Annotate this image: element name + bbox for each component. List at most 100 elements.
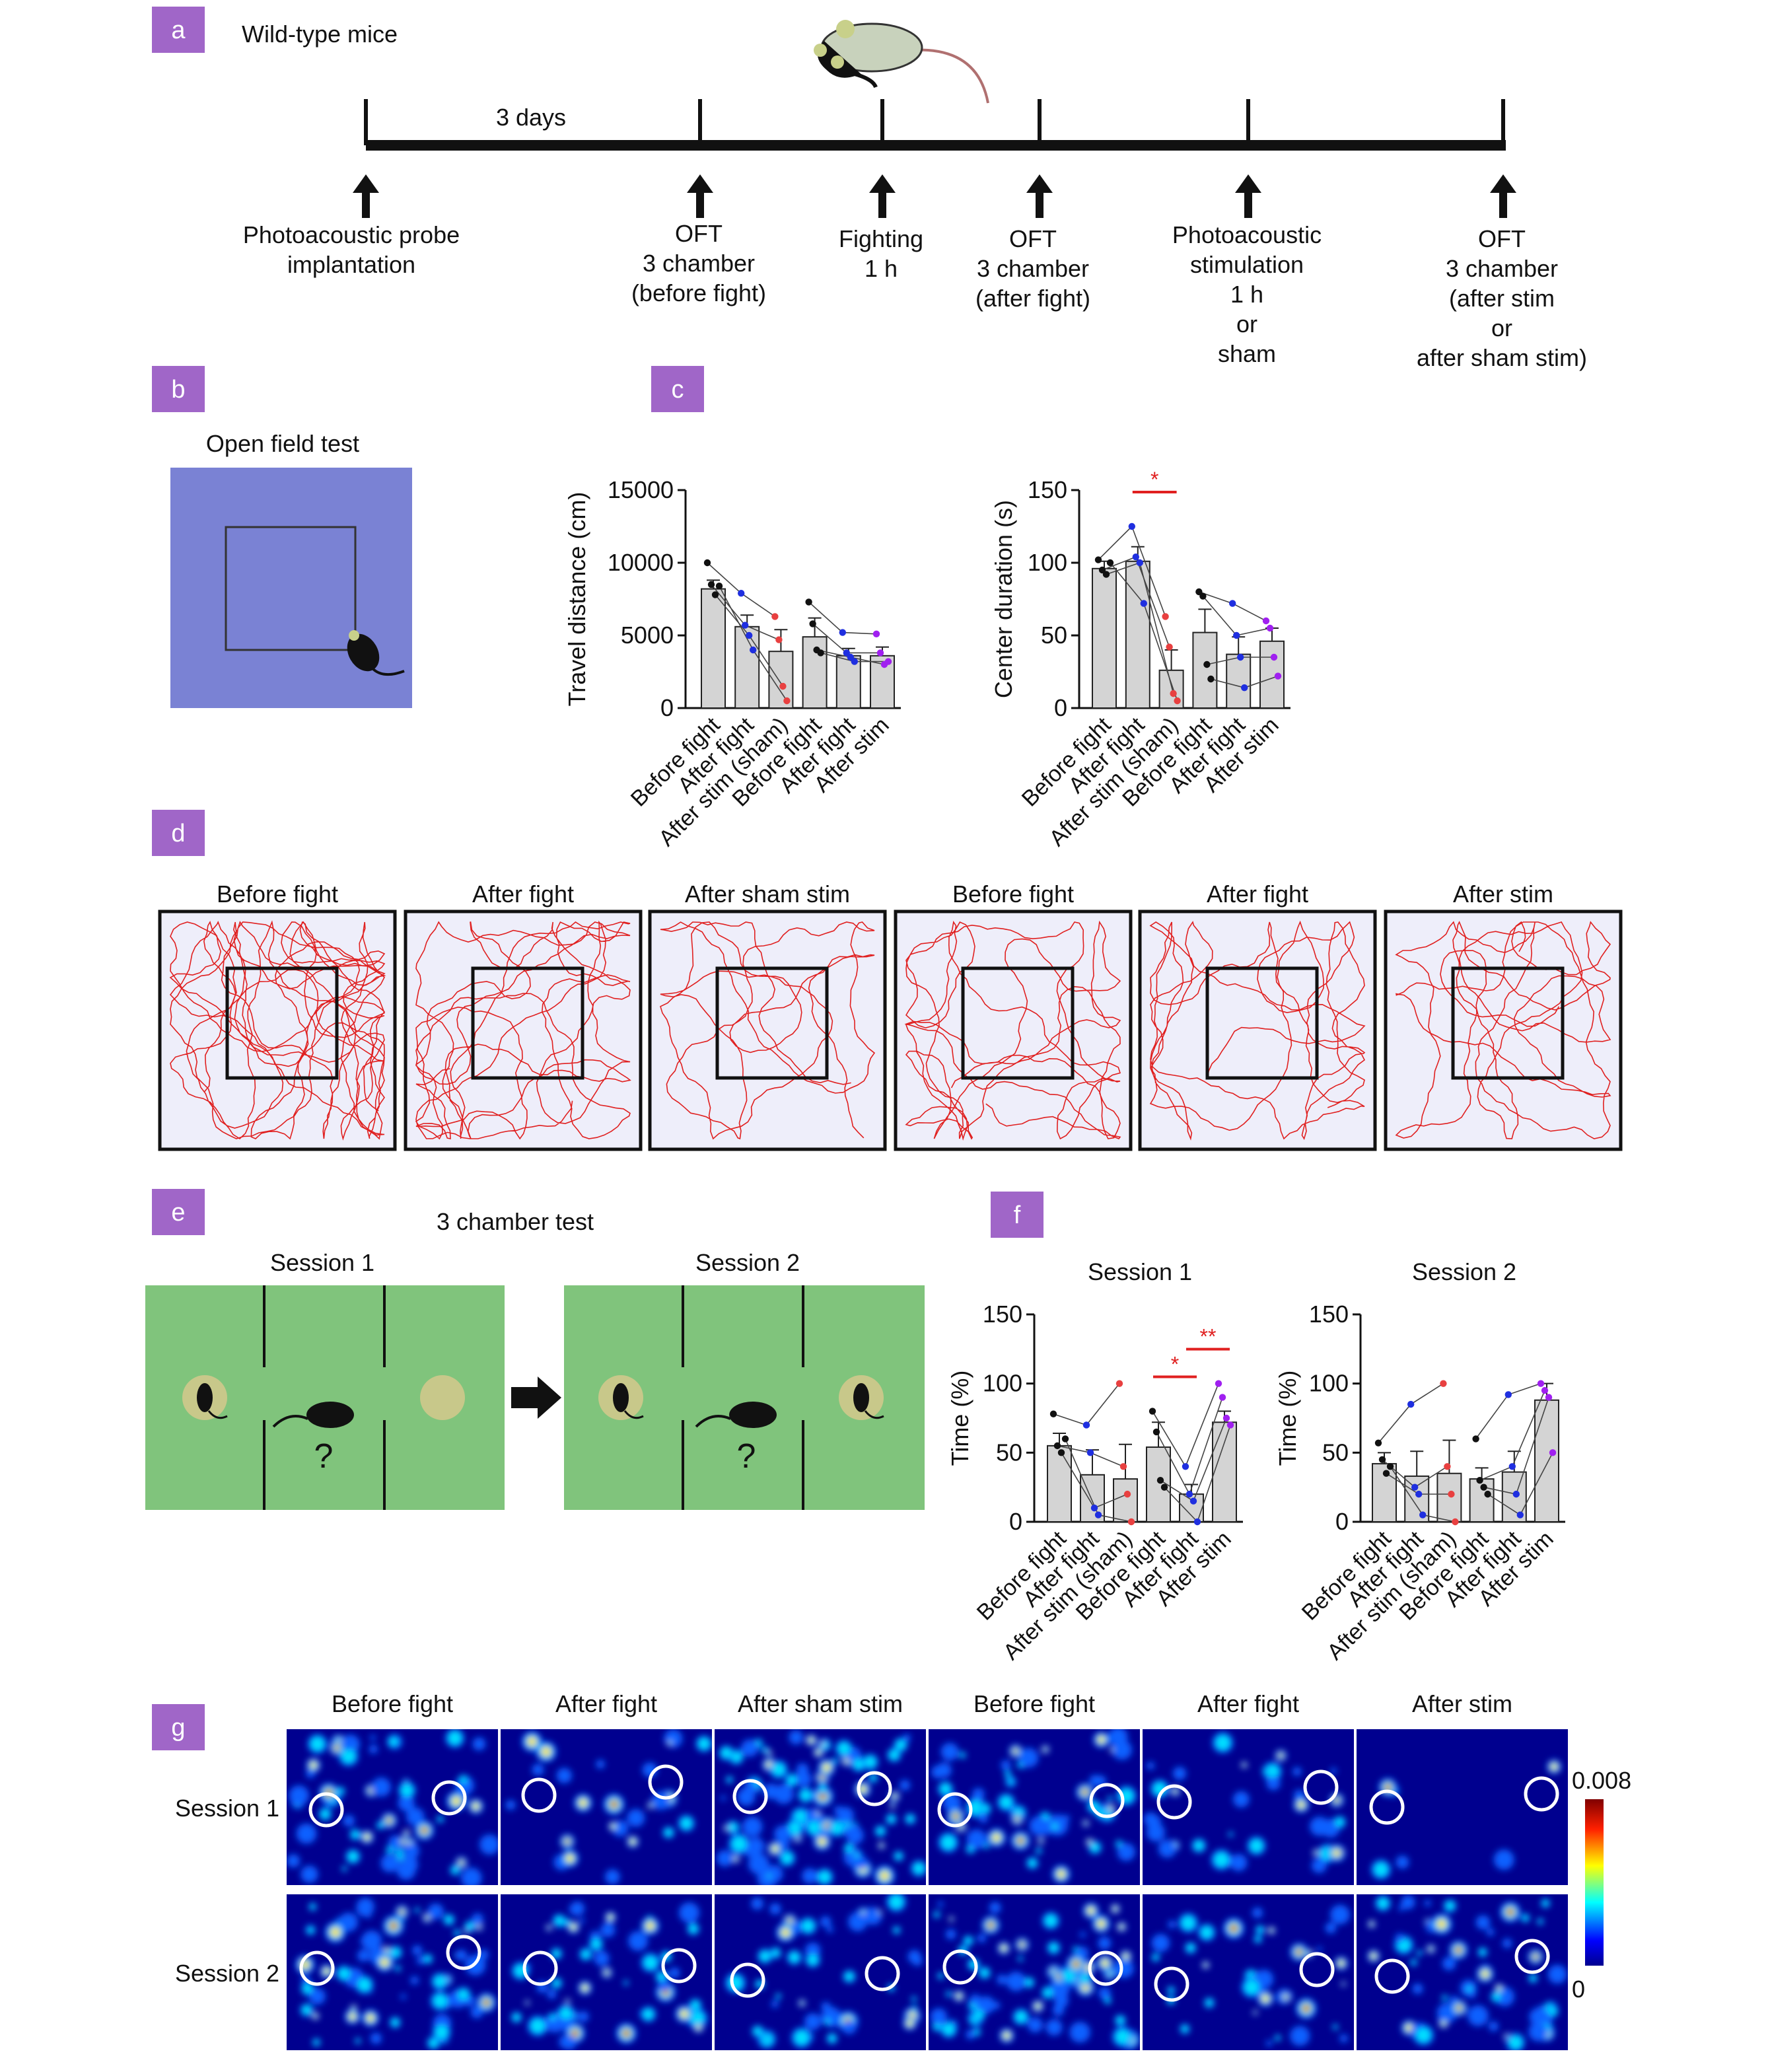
unknown-mark: ?	[737, 1437, 756, 1476]
heat-blob	[1027, 2017, 1043, 2033]
heat-blob	[530, 2018, 545, 2034]
heat-blob	[1412, 1983, 1423, 1994]
data-point	[1061, 1435, 1069, 1443]
heat-blob	[349, 2013, 356, 2020]
heat-blob	[356, 1898, 374, 1916]
heat-blob	[347, 1851, 359, 1862]
pair-line	[1065, 1439, 1099, 1515]
heat-blob	[1441, 2021, 1446, 2026]
heat-blob	[903, 1734, 911, 1742]
y-tick-label: 5000	[621, 622, 674, 649]
center-zone	[471, 966, 584, 1080]
heat-blob	[338, 1968, 350, 1980]
heat-blob	[1252, 1907, 1263, 1919]
heat-blob	[1401, 1895, 1415, 1910]
bar	[1192, 631, 1218, 709]
heat-blob	[460, 1775, 468, 1783]
heat-blob	[1416, 2028, 1431, 2043]
heat-blob	[820, 1742, 824, 1746]
heat-blob	[313, 2039, 320, 2046]
data-point	[1106, 559, 1114, 567]
heat-blob	[1475, 1915, 1491, 1930]
heat-blob	[581, 1984, 588, 1991]
timeline-step-text: implantation	[287, 251, 415, 278]
timeline-arrow	[1026, 174, 1053, 218]
heat-blob	[1265, 2040, 1273, 2047]
heat-blob	[999, 1796, 1012, 1809]
pair-line	[1143, 603, 1178, 701]
mouse	[729, 1402, 777, 1428]
heat-blob	[605, 1970, 609, 1974]
heat-blob	[565, 1854, 574, 1863]
pair-line	[1061, 1452, 1095, 1509]
heat-blob	[342, 1867, 347, 1871]
pair-line	[1211, 678, 1245, 688]
center-zone	[1451, 966, 1565, 1080]
heat-blob	[456, 1949, 468, 1961]
heat-blob	[848, 1912, 868, 1932]
data-point	[742, 622, 749, 629]
heatmap-blobs	[716, 1730, 926, 1885]
heat-blob	[1330, 1768, 1337, 1774]
stimulus-cup	[1524, 1776, 1559, 1812]
pair-line	[744, 624, 779, 641]
heat-blob	[466, 1922, 474, 1931]
heat-blob	[1098, 1736, 1106, 1744]
heat-blob	[828, 2034, 836, 2043]
y-tick-label: 0	[1335, 1508, 1349, 1535]
heat-blob	[1481, 1970, 1489, 1978]
heat-blob	[794, 2030, 809, 2046]
heat-blob	[410, 1976, 419, 1985]
heat-blob	[611, 1824, 616, 1829]
heat-blob	[1108, 1973, 1110, 1976]
heat-blob	[1044, 1914, 1057, 1927]
timeline-arrow	[1490, 174, 1516, 218]
data-point	[1053, 1442, 1061, 1450]
heat-blob	[930, 2008, 947, 2025]
heat-blob	[870, 1774, 877, 1781]
heat-blob	[1110, 1748, 1114, 1752]
heatmap	[1357, 1894, 1568, 2050]
mouse	[853, 1383, 869, 1412]
heat-blob	[472, 1737, 486, 1751]
heat-blob	[989, 1902, 1001, 1913]
heatmap	[715, 1729, 926, 1885]
heat-blob	[1043, 1988, 1053, 1997]
panel-label: b	[171, 376, 185, 404]
heat-blob	[912, 1955, 923, 1966]
heat-blob	[832, 1758, 837, 1764]
heat-blob	[552, 1979, 561, 1987]
heat-blob	[400, 1910, 404, 1914]
stimulus-cup	[1303, 1769, 1339, 1805]
pair-line	[707, 562, 742, 594]
heat-blob	[1244, 1980, 1259, 1995]
heat-blob	[820, 1793, 826, 1800]
bar	[701, 588, 726, 709]
heat-blob	[527, 1736, 537, 1746]
heat-blob	[896, 1740, 906, 1750]
heat-blob	[320, 1809, 330, 1819]
heat-blob	[816, 1750, 821, 1755]
trajectory-title: After fight	[472, 880, 574, 908]
timeline-step-text: or	[1491, 314, 1512, 341]
heat-blob	[548, 1926, 550, 1929]
data-point	[703, 559, 711, 567]
heat-blob	[753, 2026, 762, 2036]
heat-blob	[1265, 1764, 1279, 1779]
pair-line	[808, 601, 843, 633]
stimulus-cup	[446, 1935, 481, 1970]
heat-blob	[728, 1822, 738, 1832]
panel-label-box	[152, 1704, 205, 1750]
heat-blob	[360, 1938, 367, 1945]
heat-blob	[505, 1800, 516, 1810]
heat-blob	[1545, 2019, 1551, 2026]
data-point	[1229, 600, 1236, 607]
mouse-tail	[272, 1415, 308, 1428]
heat-blob	[1424, 1900, 1431, 1907]
data-point	[1207, 675, 1215, 683]
pair-line	[1152, 1411, 1186, 1467]
heat-blob	[554, 1915, 565, 1926]
pair-line	[1512, 1390, 1545, 1467]
heat-blob	[1442, 1995, 1447, 2000]
data-point	[839, 629, 847, 636]
